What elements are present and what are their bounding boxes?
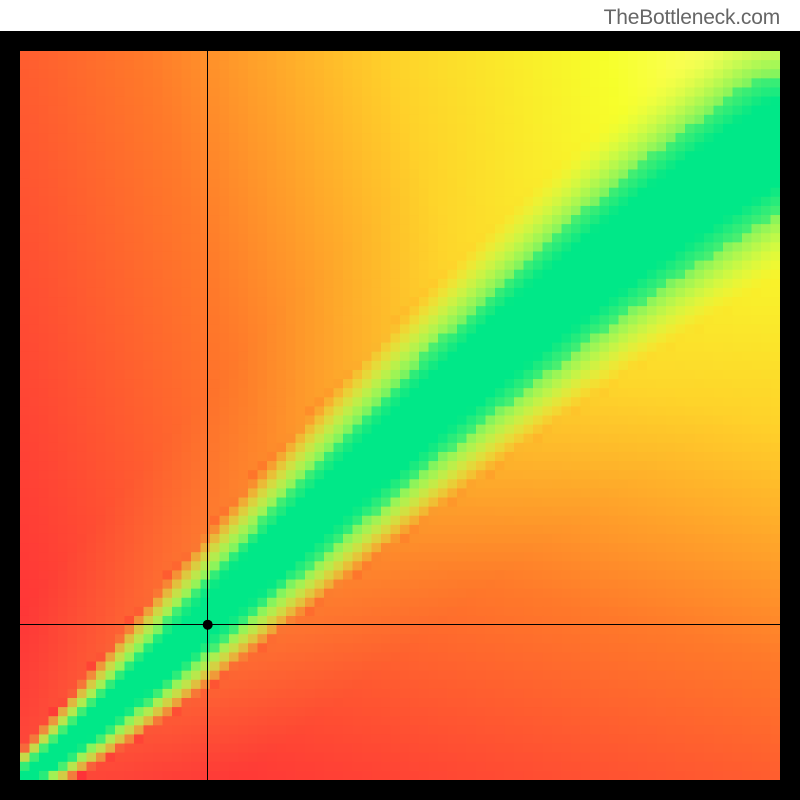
- watermark-text: TheBottleneck.com: [604, 6, 780, 30]
- crosshair-dot: [203, 620, 213, 630]
- heatmap-svg: [20, 51, 780, 780]
- plot-area: [20, 51, 780, 780]
- chart-canvas: TheBottleneck.com: [0, 0, 800, 800]
